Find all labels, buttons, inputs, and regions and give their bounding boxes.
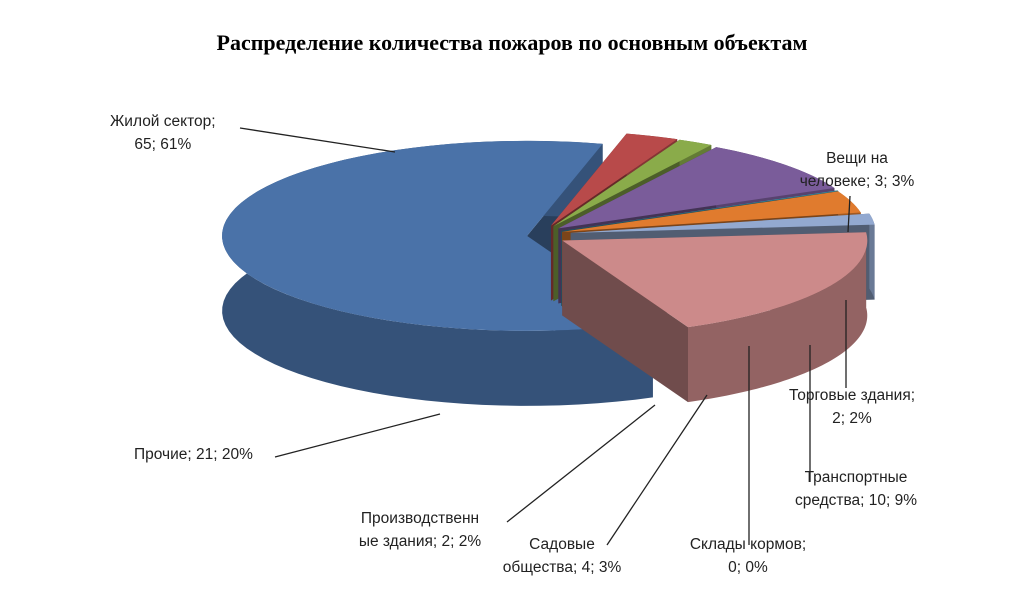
slice-7 [562, 232, 868, 403]
leader-line-0 [239, 127, 396, 153]
slice-top [550, 133, 678, 226]
slice-side [687, 232, 868, 403]
slice-top [562, 191, 861, 232]
slice-label-proizvodstvennye: Производственн ые здания; 2; 2% [358, 510, 482, 550]
slice-top [222, 140, 653, 331]
slice-label-zhiloy-sektor: Жилой сектор; 65; 61% [110, 113, 216, 153]
slice-top [562, 232, 868, 328]
slice-top [561, 190, 839, 231]
slice-label-prochie: Прочие; 21; 20% [134, 446, 253, 463]
leader-line-5 [606, 394, 708, 546]
leader-line-7 [274, 413, 441, 458]
slice-side [869, 213, 875, 300]
slice-label-transport: Транспортные средства; 10; 9% [794, 469, 918, 509]
leader-line-6 [506, 404, 656, 523]
slice-label-sklady: Склады кормов; 0; 0% [689, 536, 807, 576]
leader-line-1 [847, 195, 851, 233]
slice-label-veshchi: Вещи на человеке; 3; 3% [799, 150, 915, 190]
slice-top [553, 139, 712, 227]
chart-title: Распределение количества пожаров по осно… [216, 30, 808, 55]
slice-wall [562, 240, 688, 403]
slice-label-sadovye: Садовые общества; 4; 3% [502, 536, 622, 576]
slice-top [558, 147, 835, 229]
slice-label-torgovye: Торговые здания; 2; 2% [788, 387, 916, 427]
slice-top [570, 213, 875, 233]
